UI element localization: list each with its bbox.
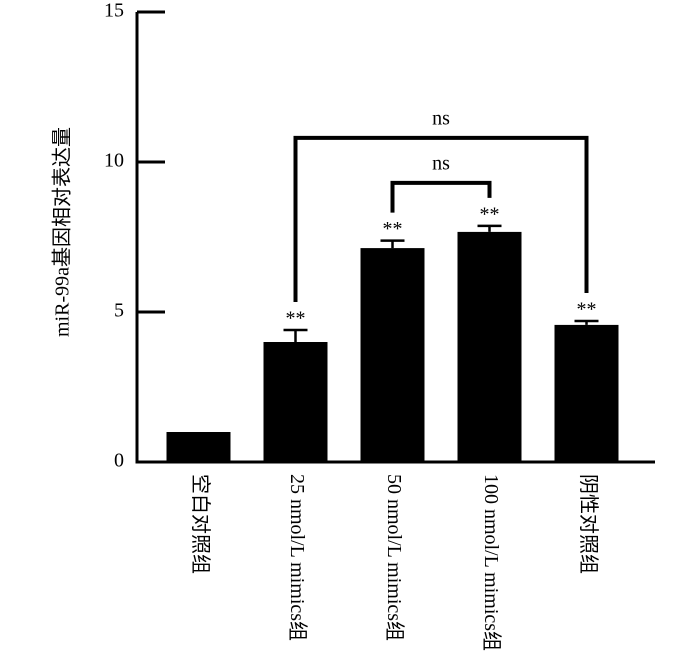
bar	[360, 248, 425, 462]
bracket-label: ns	[432, 107, 450, 129]
x-tick-label: 空白对照组	[189, 474, 212, 574]
y-tick-label: 10	[104, 150, 124, 172]
bar	[166, 432, 231, 462]
significance-bracket	[293, 135, 589, 302]
error-bar	[380, 239, 405, 249]
y-tick-label: 15	[104, 0, 124, 22]
x-tick-label: 阴性对照组	[577, 474, 600, 574]
significance-bracket	[390, 180, 492, 213]
error-bar	[574, 319, 599, 325]
bar	[457, 231, 522, 462]
error-bar	[477, 224, 502, 232]
x-tick-label: 50 nmol/L mimics组	[383, 474, 406, 641]
x-tick-label: 25 nmol/L mimics组	[286, 474, 309, 641]
significance-label: **	[577, 299, 597, 321]
x-tick-label: 100 nmol/L mimics组	[480, 474, 503, 651]
bar	[554, 324, 619, 462]
bracket-label: ns	[432, 152, 450, 174]
error-bar	[283, 328, 308, 342]
y-axis-label: miR-99a基因相对表达量	[51, 127, 74, 337]
y-tick-label: 5	[114, 300, 124, 322]
significance-label: **	[383, 218, 403, 240]
y-tick-label: 0	[114, 450, 124, 472]
significance-label: **	[480, 203, 500, 225]
bar	[263, 342, 328, 462]
significance-label: **	[286, 308, 306, 330]
